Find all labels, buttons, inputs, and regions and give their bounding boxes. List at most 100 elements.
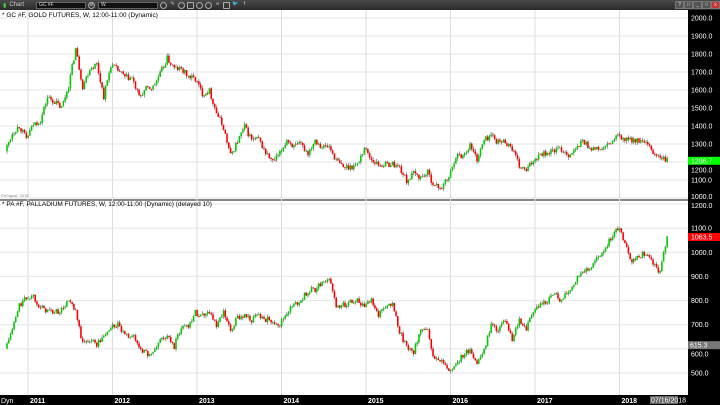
candle-body <box>180 328 183 334</box>
marker-price-label: 615.3 <box>690 343 708 350</box>
candle-body <box>395 311 397 316</box>
candle-body <box>460 355 462 362</box>
candle-body <box>479 356 482 360</box>
candle-body <box>495 139 498 144</box>
candle-body <box>636 138 639 143</box>
candle-body <box>66 91 68 98</box>
candle-body <box>613 138 616 141</box>
candle-body <box>613 232 616 238</box>
candle-body <box>544 301 547 304</box>
facebook-icon[interactable]: f <box>243 0 246 7</box>
candle-body <box>316 139 318 145</box>
candle-body <box>34 122 36 125</box>
candle-body <box>131 77 133 79</box>
candle-body <box>543 151 545 157</box>
candle-body <box>268 153 271 159</box>
symbol-select[interactable]: GC #F <box>35 1 86 9</box>
candle-body <box>229 324 232 331</box>
candle-body <box>129 337 132 339</box>
candle-body <box>469 143 471 151</box>
candle-body <box>608 143 610 145</box>
candle-body <box>171 64 174 66</box>
candle-body <box>305 151 308 152</box>
candle-body <box>527 166 529 171</box>
interval-select[interactable]: W <box>97 1 158 9</box>
candle-body <box>463 153 466 156</box>
candle-body <box>62 101 65 107</box>
candle-body <box>15 132 17 134</box>
link-icon[interactable]: ∞ <box>215 0 220 7</box>
minus-icon[interactable] <box>177 1 185 9</box>
candle-body <box>201 313 204 315</box>
chat-icon[interactable] <box>222 1 230 9</box>
candle-body <box>414 171 417 174</box>
candle-body <box>398 326 401 334</box>
candle-body <box>29 298 31 300</box>
candle-body <box>101 337 103 342</box>
pencil-icon[interactable]: ✎ <box>170 0 175 7</box>
candle-body <box>132 77 135 82</box>
candle-body <box>81 338 84 342</box>
play-icon[interactable] <box>195 1 203 9</box>
candle-body <box>666 236 668 247</box>
candle-body <box>243 124 246 130</box>
candle-body <box>159 71 161 77</box>
candle-body <box>263 148 265 149</box>
candle-body <box>157 76 160 81</box>
candle-body <box>94 339 96 343</box>
candle-body <box>18 127 21 129</box>
candle-body <box>358 298 360 303</box>
candle-body <box>129 77 132 81</box>
candle-body <box>523 325 526 327</box>
candle-body <box>59 103 61 108</box>
candle-body <box>298 142 301 144</box>
candle-body <box>219 116 221 118</box>
restore-button[interactable]: □ <box>684 1 693 9</box>
candle-body <box>386 161 389 163</box>
price-chart[interactable]: 2011 2012 2013 2014 2015 2016 2017 2018 Dyn 07/16… <box>0 10 720 405</box>
candle-body <box>303 145 306 152</box>
candle-body <box>518 159 521 168</box>
candle-body <box>530 163 533 165</box>
candle-body <box>351 165 353 170</box>
candle-body <box>481 354 484 357</box>
candle-body <box>34 294 36 302</box>
candle-body <box>180 67 183 69</box>
candle-body <box>323 281 325 283</box>
candle-body <box>157 342 160 348</box>
candle-body <box>249 134 251 137</box>
year-label: 2016 <box>453 398 469 405</box>
candle-body <box>136 88 139 90</box>
candle-body <box>324 145 327 146</box>
candle-body <box>587 268 589 271</box>
candle-body <box>291 306 293 308</box>
candle-body <box>386 305 389 308</box>
candle-body <box>514 151 517 156</box>
candle-body <box>569 154 572 158</box>
candle-body <box>558 147 561 149</box>
twitter-icon[interactable]: 🐦 <box>232 0 239 7</box>
help-button[interactable]: ? <box>675 1 684 9</box>
candle-body <box>314 288 316 292</box>
candle-body <box>338 305 341 308</box>
maximize-button[interactable]: □ <box>702 1 711 9</box>
candle-body <box>636 255 639 260</box>
candle-body <box>166 55 168 65</box>
settings-icon[interactable]: ⚙ <box>87 1 95 9</box>
clock-icon[interactable] <box>159 1 167 9</box>
alert-icon[interactable] <box>204 1 212 9</box>
candle-body <box>555 148 558 153</box>
mail-icon[interactable] <box>186 1 194 9</box>
candle-body <box>240 132 242 137</box>
minimize-button[interactable]: _ <box>693 1 702 9</box>
candle-body <box>629 253 631 260</box>
candle-body <box>433 356 436 359</box>
candle-body <box>571 286 573 291</box>
candle-body <box>307 151 309 156</box>
candle-body <box>272 159 274 160</box>
close-button[interactable]: x <box>711 1 720 9</box>
candle-body <box>529 318 531 323</box>
candle-body <box>611 237 614 241</box>
price-tick-label: 1200.0 <box>691 167 713 174</box>
candle-body <box>263 316 265 319</box>
